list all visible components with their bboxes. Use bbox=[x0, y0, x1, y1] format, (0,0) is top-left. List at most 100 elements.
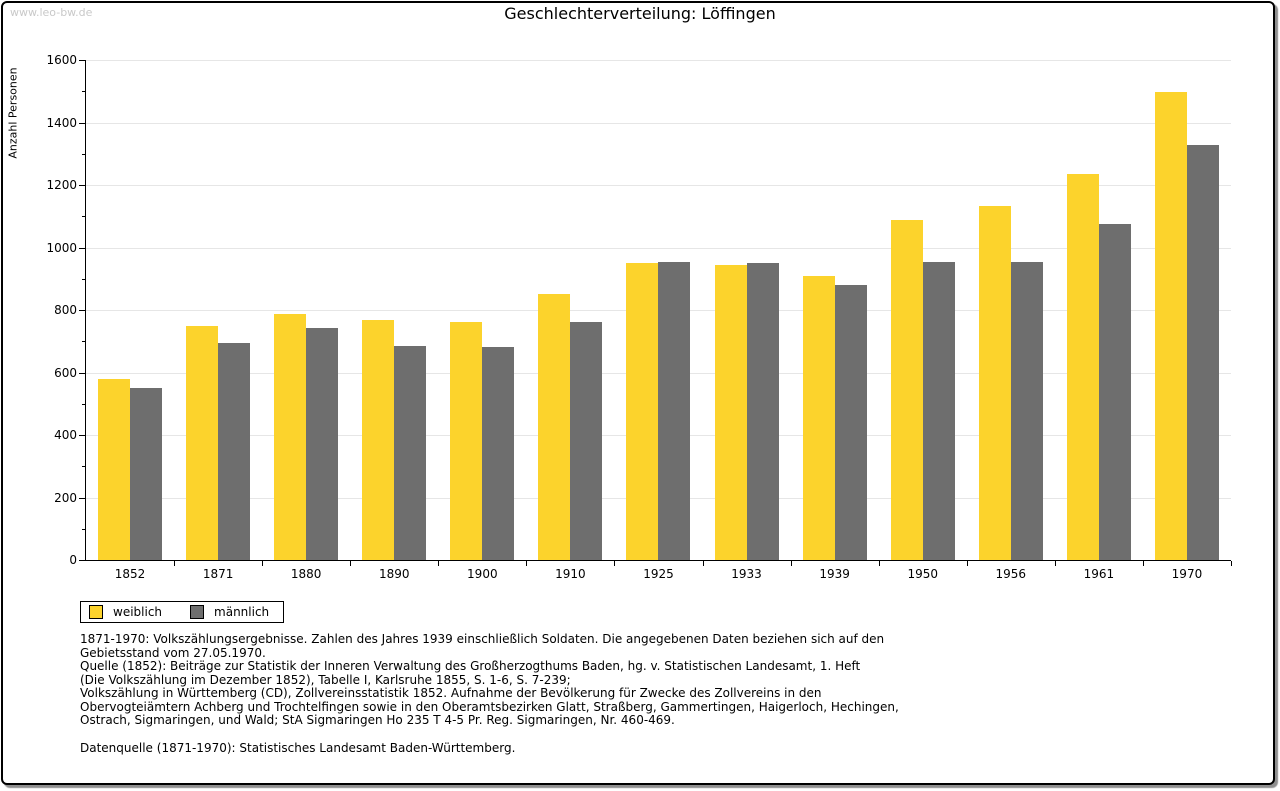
bar-maennlich-1880 bbox=[306, 328, 339, 560]
y-tick-label: 800 bbox=[54, 303, 77, 317]
footnote-line: Gebietsstand vom 27.05.1970. bbox=[80, 645, 266, 660]
x-tick bbox=[526, 561, 528, 566]
y-tick-label: 1200 bbox=[46, 178, 77, 192]
y-tick-label: 1400 bbox=[46, 115, 77, 130]
bar-maennlich-1970 bbox=[1186, 145, 1219, 560]
bar-maennlich-1871 bbox=[218, 343, 251, 560]
bar-weiblich-1933 bbox=[714, 265, 747, 560]
bar-maennlich-1890 bbox=[394, 345, 427, 560]
x-axis-year-label: 1939 bbox=[819, 567, 850, 581]
x-axis-year-label: 1956 bbox=[995, 567, 1027, 581]
x-axis-year-label: 1950 bbox=[907, 567, 938, 581]
y-tick bbox=[82, 341, 86, 343]
x-tick bbox=[790, 561, 792, 566]
y-tick bbox=[82, 403, 86, 405]
x-axis-year-label: 1880 bbox=[290, 567, 322, 581]
y-gridline bbox=[86, 60, 1231, 61]
bar-weiblich-1970 bbox=[1154, 91, 1187, 560]
x-axis-year-label: 1890 bbox=[378, 567, 410, 581]
bar-maennlich-1933 bbox=[746, 262, 779, 560]
bar-maennlich-1939 bbox=[834, 285, 867, 560]
x-axis-year-label: 1970 bbox=[1171, 567, 1203, 581]
x-axis-year-label: 1910 bbox=[555, 567, 586, 581]
legend: weiblich männlich bbox=[80, 601, 285, 623]
y-tick bbox=[82, 528, 86, 530]
bar-weiblich-1956 bbox=[978, 205, 1011, 560]
footnote-line: Obervogteiämtern Achberg und Trochtelfin… bbox=[80, 699, 899, 714]
x-tick bbox=[702, 561, 704, 566]
y-tick bbox=[79, 310, 86, 311]
footnote-line: Quelle (1852): Beiträge zur Statistik de… bbox=[80, 659, 861, 673]
x-tick bbox=[262, 561, 264, 566]
x-axis-year-label: 1871 bbox=[202, 567, 234, 581]
bar-weiblich-1925 bbox=[626, 262, 659, 560]
bar-maennlich-1925 bbox=[658, 261, 691, 560]
y-tick bbox=[79, 372, 86, 374]
y-tick bbox=[79, 185, 86, 186]
y-tick bbox=[79, 435, 86, 436]
y-gridline bbox=[86, 185, 1231, 186]
x-tick bbox=[350, 561, 352, 566]
bar-maennlich-1950 bbox=[922, 262, 955, 560]
bar-maennlich-1956 bbox=[1010, 261, 1043, 560]
bar-maennlich-1852 bbox=[130, 387, 162, 560]
footnote-block: 1871-1970: Volkszählungsergebnisse. Zahl… bbox=[80, 632, 899, 728]
y-gridline bbox=[86, 247, 1231, 249]
bar-weiblich-1939 bbox=[802, 275, 835, 560]
y-tick bbox=[79, 122, 86, 124]
x-tick bbox=[1231, 561, 1232, 566]
footnote-line: 1871-1970: Volkszählungsergebnisse. Zahl… bbox=[80, 632, 885, 646]
x-axis-year-label: 1961 bbox=[1083, 567, 1115, 581]
footnote-line: Volkszählung in Württemberg (CD), Zollve… bbox=[80, 686, 822, 700]
y-tick bbox=[82, 216, 86, 218]
x-tick bbox=[174, 561, 176, 566]
x-tick bbox=[1054, 561, 1056, 566]
bar-weiblich-1910 bbox=[538, 293, 571, 560]
x-tick bbox=[1142, 561, 1144, 566]
y-tick-label: 600 bbox=[54, 365, 77, 380]
footnote-line: (Die Volkszählung im Dezember 1852), Tab… bbox=[80, 672, 571, 687]
bar-maennlich-1900 bbox=[482, 346, 515, 560]
y-gridline bbox=[86, 122, 1231, 124]
bar-weiblich-1852 bbox=[98, 379, 130, 560]
x-tick bbox=[878, 561, 880, 566]
legend-swatch-maennlich bbox=[190, 605, 205, 619]
legend-label-weiblich: weiblich bbox=[113, 605, 163, 619]
x-tick bbox=[614, 561, 616, 566]
legend-swatch-weiblich bbox=[89, 605, 103, 619]
y-tick-label: 200 bbox=[54, 490, 77, 505]
bar-weiblich-1890 bbox=[362, 320, 395, 560]
y-tick-label: 1600 bbox=[46, 53, 77, 67]
x-axis-year-label: 1900 bbox=[467, 567, 498, 581]
y-tick bbox=[79, 247, 86, 249]
y-tick bbox=[82, 278, 86, 280]
y-tick bbox=[79, 497, 86, 499]
y-tick bbox=[82, 466, 86, 468]
bar-maennlich-1961 bbox=[1098, 223, 1131, 560]
footnote-line: Ostrach, Sigmaringen, und Wald; StA Sigm… bbox=[80, 713, 675, 727]
bar-weiblich-1961 bbox=[1066, 174, 1099, 560]
legend-label-maennlich: männlich bbox=[214, 605, 270, 619]
y-tick-label: 400 bbox=[54, 428, 77, 442]
bar-weiblich-1950 bbox=[890, 220, 923, 560]
x-axis-year-label: 1933 bbox=[731, 567, 762, 581]
bar-weiblich-1871 bbox=[186, 325, 219, 560]
x-axis-year-label: 1852 bbox=[114, 567, 146, 581]
chart-title: Geschlechterverteilung: Löffingen bbox=[504, 4, 776, 23]
x-tick bbox=[966, 561, 968, 566]
bar-weiblich-1900 bbox=[450, 321, 483, 560]
x-axis-year-label: 1925 bbox=[643, 567, 674, 581]
y-tick bbox=[82, 153, 86, 155]
y-tick bbox=[79, 560, 86, 561]
bar-weiblich-1880 bbox=[274, 314, 307, 560]
x-tick bbox=[438, 561, 440, 566]
watermark: www.leo-bw.de bbox=[10, 6, 93, 19]
bar-maennlich-1910 bbox=[570, 321, 603, 560]
y-axis-title: Anzahl Personen bbox=[6, 67, 20, 159]
y-tick-label: 1000 bbox=[46, 240, 77, 255]
y-tick bbox=[79, 60, 86, 61]
datasource-line: Datenquelle (1871-1970): Statistisches L… bbox=[80, 741, 516, 755]
plot-area: 0 200 400 600 800 1000 1200 1400 1600 1852 1871 188… bbox=[46, 53, 1232, 581]
y-tick-label: 0 bbox=[69, 553, 77, 567]
